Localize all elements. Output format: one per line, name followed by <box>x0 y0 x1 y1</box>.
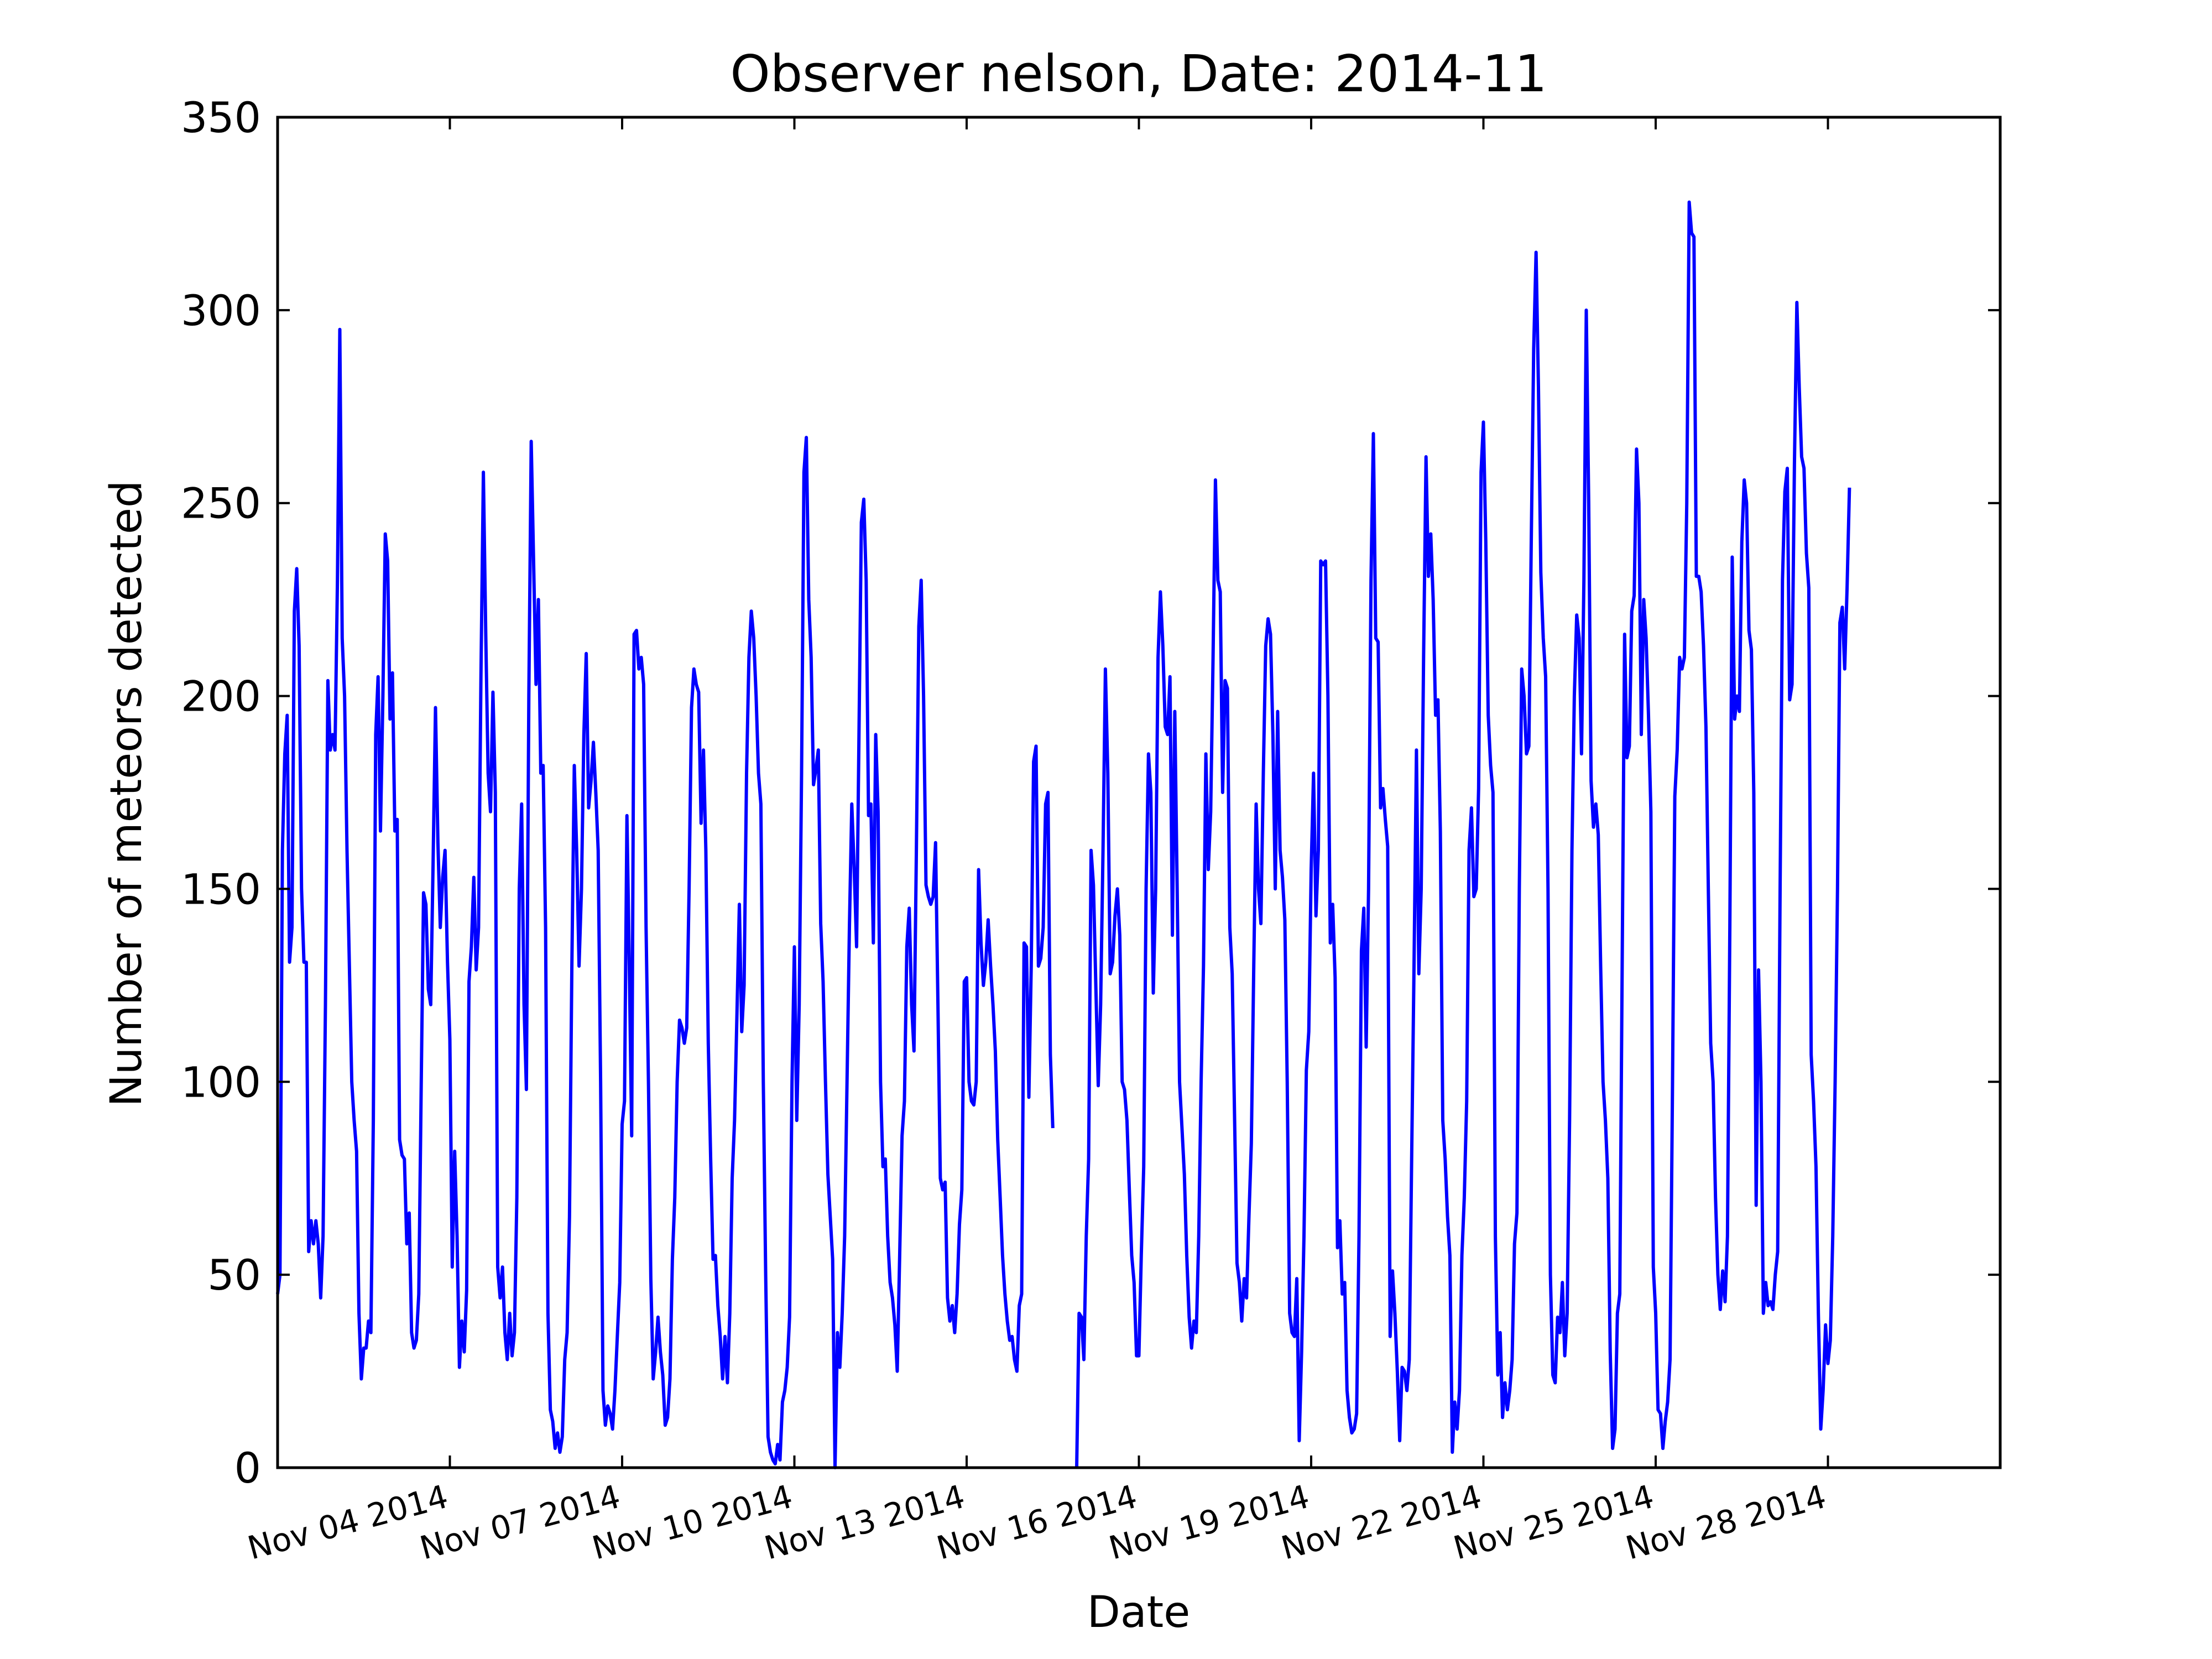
series-layer <box>276 200 1851 1469</box>
plot-area-frame <box>276 116 2002 1469</box>
y-tick-label-250: 250 <box>181 479 261 528</box>
y-axis-label: Number of meteors detected <box>102 481 152 1107</box>
y-tick-label-150: 150 <box>181 864 261 914</box>
x-axis-label: Date <box>1087 1588 1190 1637</box>
y-tick-label-300: 300 <box>181 286 261 335</box>
y-tick-label-350: 350 <box>181 93 261 142</box>
series-line-segment-2 <box>1075 200 1851 1468</box>
chart-title: Observer nelson, Date: 2014-11 <box>730 44 1547 103</box>
series-line-segment-1 <box>276 327 1055 1469</box>
y-tick-label-0: 0 <box>234 1443 261 1493</box>
y-tick-label-200: 200 <box>181 672 261 721</box>
y-tick-label-100: 100 <box>181 1057 261 1107</box>
y-tick-label-50: 50 <box>207 1250 261 1300</box>
